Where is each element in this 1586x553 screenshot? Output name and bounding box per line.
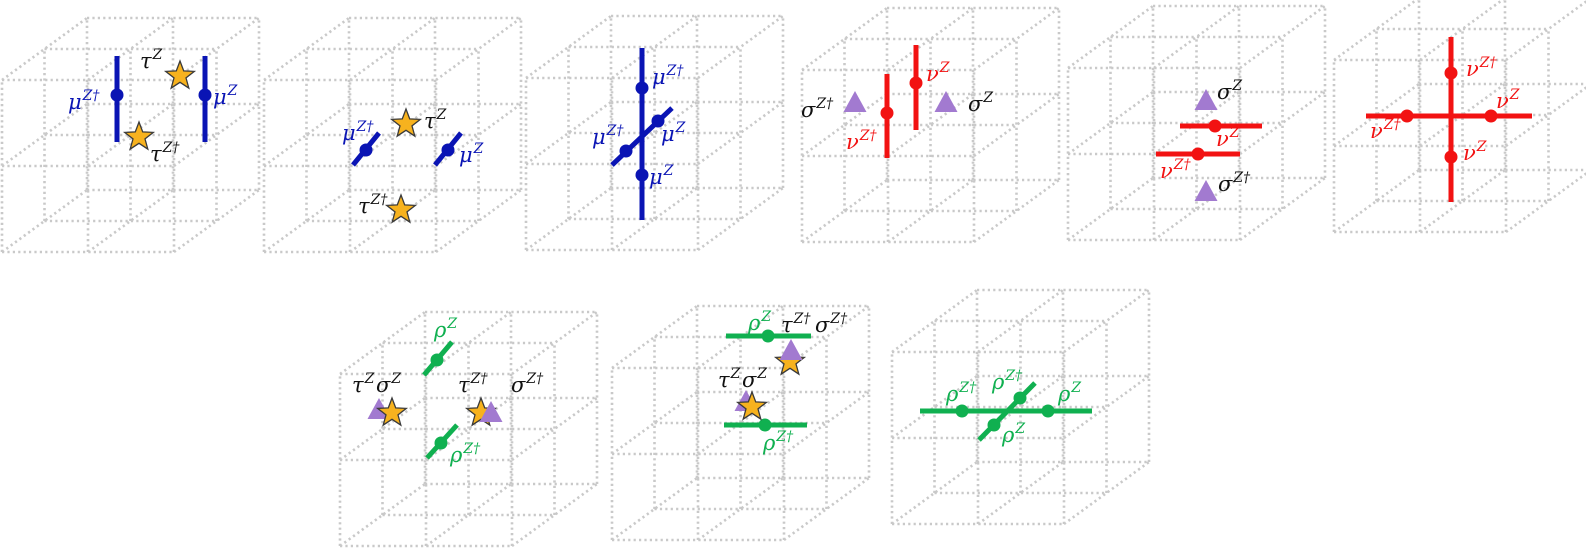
label-nu-dagger: νZ† xyxy=(1160,157,1192,183)
mu-site-right xyxy=(441,143,455,157)
label-mu-right: μZ xyxy=(661,120,686,146)
rho-site-top xyxy=(761,329,775,343)
label-nu-dagger-top: νZ† xyxy=(1466,55,1498,81)
lattice-grid xyxy=(1332,0,1586,234)
tau-star-top xyxy=(163,59,197,90)
mu-site-left xyxy=(359,143,373,157)
label-mu-dagger-top: μZ† xyxy=(652,63,684,89)
tau-star-top xyxy=(389,107,423,138)
rho-site-bottom xyxy=(434,436,448,450)
label-nu-dagger-left: νZ† xyxy=(1370,117,1402,143)
sigma-triangle-right xyxy=(479,400,503,422)
label-tau: τZ xyxy=(140,47,163,73)
nu-site-top xyxy=(1444,66,1458,80)
lattice-grid xyxy=(262,16,523,254)
label-sigma-dagger: σZ† xyxy=(1218,170,1251,196)
label-sigma-dagger: σZ† xyxy=(511,371,544,397)
panel-p6: νZ† νZ νZ† νZ xyxy=(1332,0,1586,234)
nu-site-right xyxy=(909,76,923,90)
label-tau-dagger: τZ† xyxy=(781,311,811,337)
tau-star-left xyxy=(375,396,409,427)
label-tau: τZ xyxy=(718,366,741,392)
rho-site-top xyxy=(430,353,444,367)
label-mu: μZ xyxy=(213,83,238,109)
label-nu-right: νZ xyxy=(1496,87,1520,113)
panel-p5: σZ νZ νZ† σZ† xyxy=(1066,4,1327,242)
label-rho: ρZ xyxy=(747,309,771,335)
label-sigma: σZ xyxy=(742,366,767,392)
nu-site-left xyxy=(880,106,894,120)
label-rho-dagger: ρZ† xyxy=(762,429,794,455)
mu-site-right xyxy=(198,88,212,102)
label-mu-dagger: μZ† xyxy=(342,119,374,145)
panel-p2: μZ† τZ μZ τZ† xyxy=(262,16,523,254)
nu-site-bottom xyxy=(1444,150,1458,164)
label-mu-bottom: μZ xyxy=(649,163,674,189)
lattice-grid xyxy=(338,310,599,548)
nu-site-left xyxy=(1400,109,1414,123)
label-tau-dagger: τZ† xyxy=(458,371,488,397)
sigma-triangle-top xyxy=(1194,88,1218,110)
label-tau: τZ xyxy=(352,371,375,397)
label-sigma-dagger: σZ† xyxy=(801,96,834,122)
label-tau-dagger: τZ† xyxy=(150,140,180,166)
label-mu-dagger: μZ† xyxy=(68,88,100,114)
label-sigma: σZ xyxy=(968,90,993,116)
lattice-grid xyxy=(524,14,785,252)
label-sigma: σZ xyxy=(376,371,401,397)
rho-site-diag-high xyxy=(1013,391,1027,405)
label-rho-dagger: ρZ† xyxy=(449,441,481,467)
label-nu-dagger: νZ† xyxy=(846,128,878,154)
nu-site-right xyxy=(1484,109,1498,123)
rho-site-right xyxy=(1041,404,1055,418)
sigma-triangle-left xyxy=(843,90,867,112)
label-sigma: σZ xyxy=(1217,78,1242,104)
label-mu: μZ xyxy=(459,141,484,167)
panel-p7: ρZ τZ σZ τZ† σZ† ρZ† xyxy=(338,310,599,548)
sigma-triangle-bottom xyxy=(1194,179,1218,201)
tau-star-bottom xyxy=(122,120,156,151)
rho-site-bottom xyxy=(758,418,772,432)
rho-site-left xyxy=(955,404,969,418)
lattice-grid xyxy=(610,304,871,542)
mu-site-diag-high xyxy=(651,114,665,128)
label-nu: νZ xyxy=(1216,125,1240,151)
panel-p4: σZ† νZ σZ νZ† xyxy=(800,6,1061,244)
label-tau: τZ xyxy=(424,107,447,133)
label-rho-dagger-left: ρZ† xyxy=(945,380,977,406)
mu-site-left xyxy=(110,88,124,102)
mu-site-top xyxy=(635,81,649,95)
panel-p1: μZ† τZ μZ τZ† xyxy=(0,16,261,254)
label-mu-dagger-left: μZ† xyxy=(592,123,624,149)
nu-site-top xyxy=(1208,119,1222,133)
panel-p9: ρZ† ρZ† ρZ ρZ xyxy=(890,288,1151,526)
lattice-grid xyxy=(800,6,1061,244)
label-sigma-dagger: σZ† xyxy=(815,311,848,337)
rho-site-diag-low xyxy=(987,418,1001,432)
mu-site-bottom xyxy=(635,168,649,182)
label-nu-bottom: νZ xyxy=(1463,139,1487,165)
tau-star-bottom xyxy=(384,193,418,224)
tau-star-bottom xyxy=(735,390,769,421)
label-tau-dagger: τZ† xyxy=(358,192,388,218)
label-rho-bottom: ρZ xyxy=(1001,421,1025,447)
label-nu: νZ xyxy=(926,60,950,86)
sigma-triangle-right xyxy=(934,90,958,112)
panel-p8: ρZ τZ† σZ† τZ σZ ρZ† xyxy=(610,304,871,542)
label-rho: ρZ xyxy=(433,316,457,342)
lattice-grid xyxy=(890,288,1151,526)
mu-site-diag-low xyxy=(619,144,633,158)
sigma-triangle-top xyxy=(779,338,803,360)
panel-p3: μZ† μZ† μZ μZ xyxy=(524,14,785,252)
nu-site-bottom xyxy=(1191,147,1205,161)
label-rho-dagger-center: ρZ† xyxy=(991,368,1023,394)
lattice-grid xyxy=(1066,4,1327,242)
label-rho-right: ρZ xyxy=(1057,380,1081,406)
lattice-grid xyxy=(0,16,261,254)
rho-link-diagonal xyxy=(977,381,1037,442)
